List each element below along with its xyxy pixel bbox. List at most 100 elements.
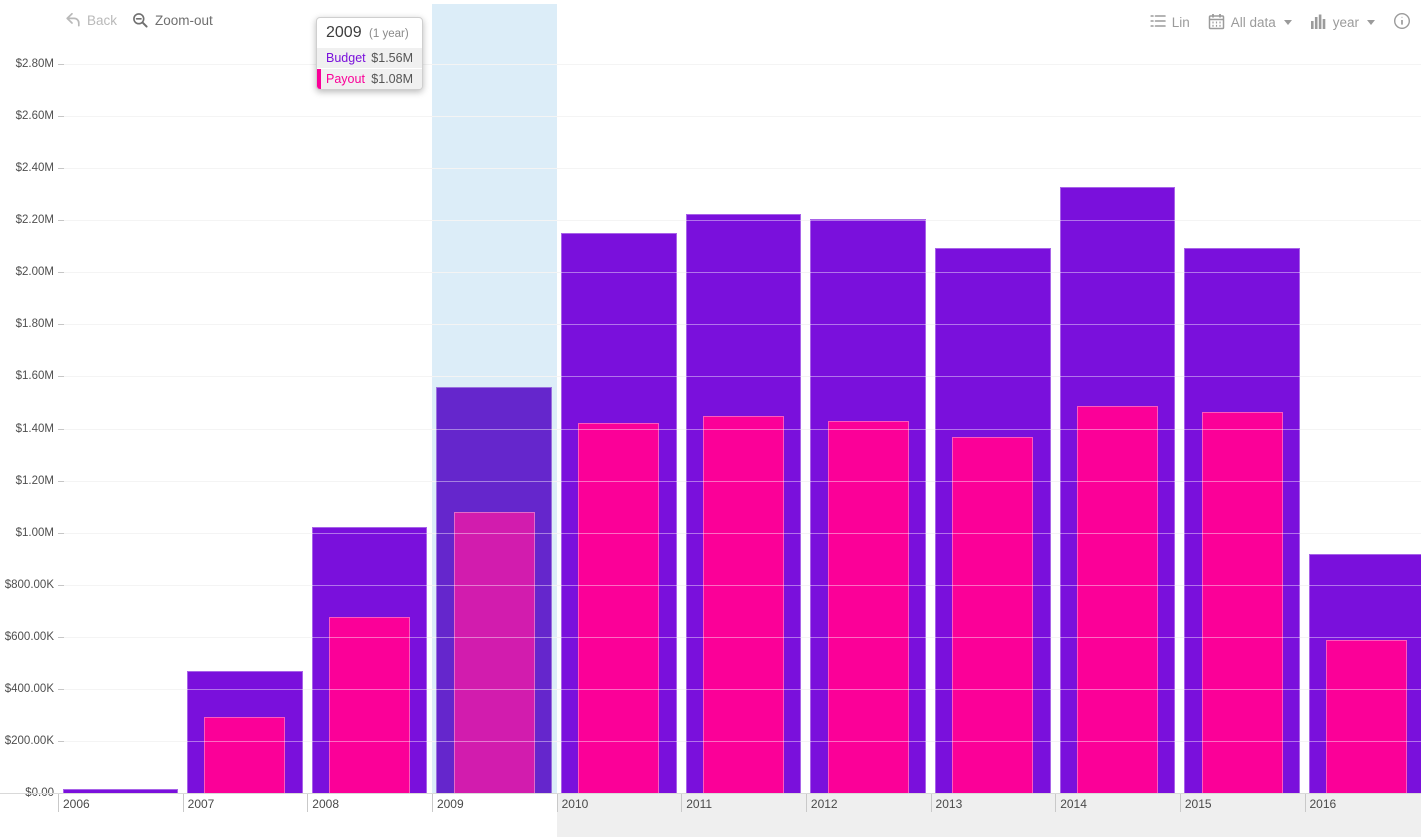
x-axis-label: 2009	[436, 797, 464, 811]
x-axis-label: 2008	[312, 797, 339, 811]
x-axis-label: 2016	[1309, 797, 1337, 811]
gridline-overlay	[58, 636, 1421, 638]
gridline-overlay	[58, 740, 1421, 742]
x-axis-tick	[1179, 793, 1181, 812]
payout-bar-2009[interactable]	[453, 511, 535, 793]
tooltip-budget-value: $1.56M	[371, 51, 413, 65]
x-axis-label: 2013	[935, 797, 963, 811]
y-axis-tick	[58, 428, 64, 430]
y-axis-label: $200.00K	[4, 734, 54, 747]
y-axis-tick	[58, 272, 64, 274]
scale-toggle[interactable]: Lin	[1150, 14, 1190, 31]
list-icon	[1150, 14, 1166, 31]
y-axis-label: $1.00M	[15, 526, 54, 539]
y-axis-label: $1.20M	[15, 474, 54, 487]
footer-gray-region	[556, 794, 1421, 837]
x-axis-tick	[805, 793, 807, 812]
info-button[interactable]	[1393, 12, 1411, 33]
y-axis-label: $1.80M	[15, 318, 54, 331]
gridline-overlay	[58, 532, 1421, 534]
calendar-icon	[1208, 13, 1225, 33]
x-axis-tick	[556, 793, 558, 812]
info-icon	[1393, 12, 1411, 33]
x-axis-label: 2012	[810, 797, 838, 811]
gridline-overlay	[58, 428, 1421, 430]
hover-tooltip: 2009 (1 year) Budget $1.56M Payout $1.08…	[316, 17, 423, 90]
y-axis-tick	[58, 168, 64, 170]
tooltip-payout-value: $1.08M	[371, 72, 413, 86]
tooltip-payout-row: Payout $1.08M	[317, 68, 422, 89]
x-axis-tick	[1055, 793, 1057, 812]
y-axis-tick	[58, 480, 64, 482]
chevron-down-icon	[1367, 20, 1375, 25]
payout-bar-2016[interactable]	[1326, 639, 1408, 793]
gridline-overlay	[58, 480, 1421, 482]
y-axis-label: $600.00K	[4, 630, 54, 643]
granularity-dropdown[interactable]: year	[1310, 14, 1375, 32]
payout-bar-2011[interactable]	[703, 416, 785, 793]
zoom-out-label: Zoom-out	[155, 13, 213, 28]
bar-chart-icon	[1310, 14, 1327, 32]
undo-arrow-icon	[64, 12, 81, 28]
magnifier-minus-icon	[132, 12, 149, 29]
x-axis-tick	[58, 793, 59, 812]
tooltip-year: 2009	[326, 24, 362, 41]
y-axis-label: $2.80M	[15, 58, 54, 71]
time-range-label: All data	[1230, 15, 1276, 30]
y-axis-label: $800.00K	[4, 578, 54, 591]
y-axis-label: $1.40M	[15, 422, 54, 435]
y-axis-tick	[58, 64, 64, 66]
tooltip-budget-label: Budget	[326, 51, 366, 65]
gridline	[58, 64, 1421, 66]
x-axis-label: 2014	[1060, 797, 1087, 811]
x-axis-label: 2011	[686, 797, 713, 811]
x-axis-label: 2006	[63, 797, 90, 811]
y-axis-label: $2.60M	[15, 110, 54, 123]
tooltip-range: (1 year)	[369, 28, 409, 40]
y-axis-label: $2.20M	[15, 214, 54, 227]
back-label: Back	[87, 12, 118, 28]
y-axis-tick	[58, 220, 64, 222]
payout-bar-2008[interactable]	[329, 617, 411, 793]
payout-accent-stripe	[317, 69, 321, 89]
header-right-controls: Lin All data	[1150, 12, 1411, 33]
payout-bar-2012[interactable]	[827, 420, 909, 793]
y-axis-tick	[58, 376, 64, 378]
y-axis-label: $400.00K	[4, 682, 54, 695]
x-axis-label: 2007	[187, 797, 215, 811]
x-axis-line	[0, 793, 1421, 794]
y-axis-label: $2.40M	[15, 162, 54, 175]
budget-bar-2006[interactable]	[62, 789, 179, 793]
x-axis-tick	[431, 793, 433, 812]
gridline-overlay	[58, 272, 1421, 274]
time-range-dropdown[interactable]: All data	[1208, 13, 1292, 33]
gridline	[58, 168, 1421, 170]
payout-bar-2015[interactable]	[1201, 412, 1283, 793]
y-axis-tick	[58, 584, 64, 586]
y-axis-tick	[58, 688, 64, 690]
x-axis-label: 2010	[561, 797, 589, 811]
y-axis-label: $2.00M	[15, 266, 54, 279]
y-axis-tick	[58, 116, 64, 118]
y-axis-tick	[58, 532, 64, 534]
y-axis-label: $1.60M	[15, 370, 54, 383]
gridline-overlay	[58, 324, 1421, 326]
gridline-overlay	[58, 220, 1421, 222]
payout-bar-2007[interactable]	[204, 716, 286, 793]
gridline	[58, 116, 1421, 118]
tooltip-title: 2009 (1 year)	[317, 18, 422, 47]
payout-bar-2010[interactable]	[578, 423, 660, 793]
gridline-overlay	[58, 376, 1421, 378]
gridline-overlay	[58, 584, 1421, 586]
y-axis-tick	[58, 324, 64, 326]
y-axis-tick	[58, 740, 64, 742]
tooltip-budget-row: Budget $1.56M	[317, 47, 422, 68]
scale-label: Lin	[1171, 15, 1190, 30]
x-axis-tick	[307, 793, 309, 812]
zoom-out-button[interactable]: Zoom-out	[132, 12, 213, 29]
payout-bar-2014[interactable]	[1077, 405, 1159, 793]
back-button[interactable]: Back	[64, 12, 117, 28]
gridline-overlay	[58, 168, 1421, 170]
payout-bar-2013[interactable]	[952, 437, 1034, 793]
